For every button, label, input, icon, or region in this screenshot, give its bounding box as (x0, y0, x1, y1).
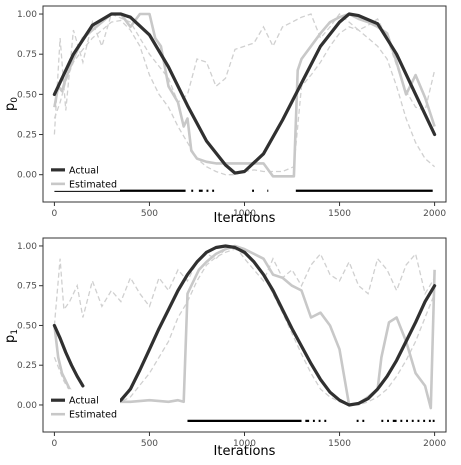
chart-panel-2: 0 500 1000 1500 2000 0.00 0.25 0.50 0.75 1.00 Iter… (3, 237, 447, 459)
legend-label-estimated: Estimated (69, 410, 117, 421)
x-tick-label: 500 (141, 209, 158, 219)
x-tick-label: 1000 (233, 209, 256, 219)
y-tick-label: 0.00 (17, 401, 37, 411)
y-tick-label: 0.50 (17, 321, 37, 331)
x-axis-label: Iterations (214, 444, 276, 459)
x-tick-label: 1500 (328, 439, 351, 449)
y-tick-label: 0.75 (17, 50, 37, 60)
x-tick-label: 0 (52, 439, 58, 449)
series-actual-line (52, 12, 437, 175)
x-tick-label: 2000 (423, 209, 446, 219)
plot-area (52, 12, 437, 192)
y-axis-label-main: p (3, 103, 18, 111)
x-tick-label: 500 (141, 439, 158, 449)
y-axis-label: p1 (3, 329, 20, 343)
x-tick-label: 1000 (233, 439, 256, 449)
y-axis-label-main: p (3, 335, 18, 343)
y-axis-label: p0 (3, 97, 20, 111)
legend-box (48, 389, 120, 422)
legend-label-actual: Actual (69, 165, 99, 176)
y-axis-label-subscript: 1 (10, 329, 20, 335)
legend-label-estimated: Estimated (69, 179, 117, 190)
x-tick-label: 0 (52, 209, 58, 219)
y-tick-label: 0.00 (17, 171, 37, 181)
y-tick-label: 0.25 (17, 361, 37, 371)
y-tick-label: 0.50 (17, 90, 37, 100)
series-band-line-2 (53, 245, 436, 326)
y-axis-label-subscript: 0 (10, 97, 20, 103)
series-actual-line-seg-0 (52, 323, 85, 388)
y-tick-label: 0.25 (17, 131, 37, 141)
legend-label-actual: Actual (69, 396, 99, 407)
x-tick-label: 2000 (423, 439, 446, 449)
x-tick-label: 1500 (328, 209, 351, 219)
legend-box (48, 158, 120, 191)
chart-panel-1: 0 500 1000 1500 2000 0.00 0.25 0.50 0.75 1.00 Iter… (3, 5, 447, 226)
y-tick-label: 1.00 (17, 242, 37, 252)
x-axis-label: Iterations (214, 211, 276, 226)
series-band-line-2 (53, 13, 436, 135)
series-actual-line-seg-1 (109, 244, 437, 407)
y-tick-label: 1.00 (17, 10, 37, 20)
y-tick-label: 0.75 (17, 282, 37, 292)
